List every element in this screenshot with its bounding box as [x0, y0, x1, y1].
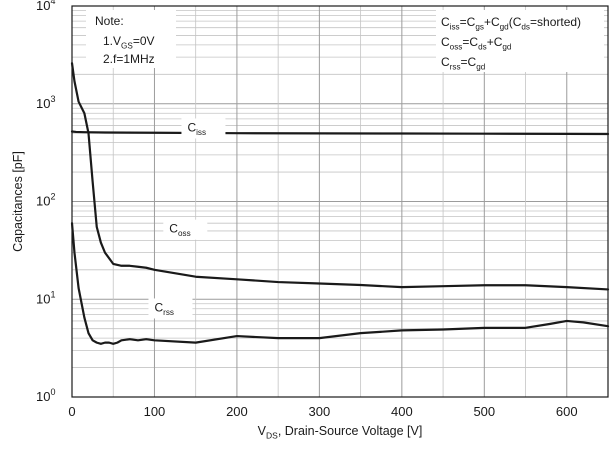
series-coss-line [70, 62, 610, 291]
series-layer [70, 62, 610, 345]
series-crss-label-bg [148, 298, 193, 319]
annotation-layer: Ciss Coss Crss Note: 1.VGS=0V 2.f=1MHz Ciss=Cg… [86, 10, 604, 319]
series-coss-label: Coss [169, 222, 190, 238]
y-tick-label: 102 [36, 192, 55, 209]
formula-line-2: Coss=Cds+Cgd [441, 35, 512, 51]
note-line-1: 1.VGS=0V [103, 34, 155, 50]
x-tick-label: 300 [309, 404, 331, 419]
formula-line-3: Crss=Cgd [441, 55, 486, 71]
x-tick-label: 600 [556, 404, 578, 419]
series-ciss-line [70, 130, 610, 136]
x-tick-label: 100 [144, 404, 166, 419]
formula-line-1: Ciss=Cgs+Cgd(Cds=shorted) [441, 15, 581, 31]
y-axis-label: Capacitances [pF] [11, 151, 25, 252]
y-tick-label: 103 [36, 94, 55, 111]
y-tick-label: 104 [36, 0, 55, 13]
y-tick-label: 100 [36, 387, 55, 404]
x-tick-label: 400 [391, 404, 413, 419]
x-tick-label: 200 [226, 404, 248, 419]
series-ciss-label: Ciss [187, 121, 206, 137]
x-axis-label: VDS, Drain-Source Voltage [V] [258, 424, 423, 441]
note-line-2: 2.f=1MHz [103, 52, 155, 66]
series-ciss-label-bg [181, 118, 226, 139]
formula-box [436, 10, 604, 72]
y-tick-label: 101 [36, 289, 55, 306]
plot-frame [71, 5, 609, 398]
note-box [86, 10, 176, 68]
series-crss-line [70, 222, 610, 345]
note-title: Note: [95, 14, 124, 28]
x-tick-label: 0 [68, 404, 75, 419]
x-tick-label: 500 [473, 404, 495, 419]
axes: 0 100 200 300 400 500 600 100 101 102 103 104 VDS, D… [11, 0, 609, 441]
series-coss-label-bg [163, 219, 208, 240]
series-crss-label: Crss [154, 300, 174, 316]
